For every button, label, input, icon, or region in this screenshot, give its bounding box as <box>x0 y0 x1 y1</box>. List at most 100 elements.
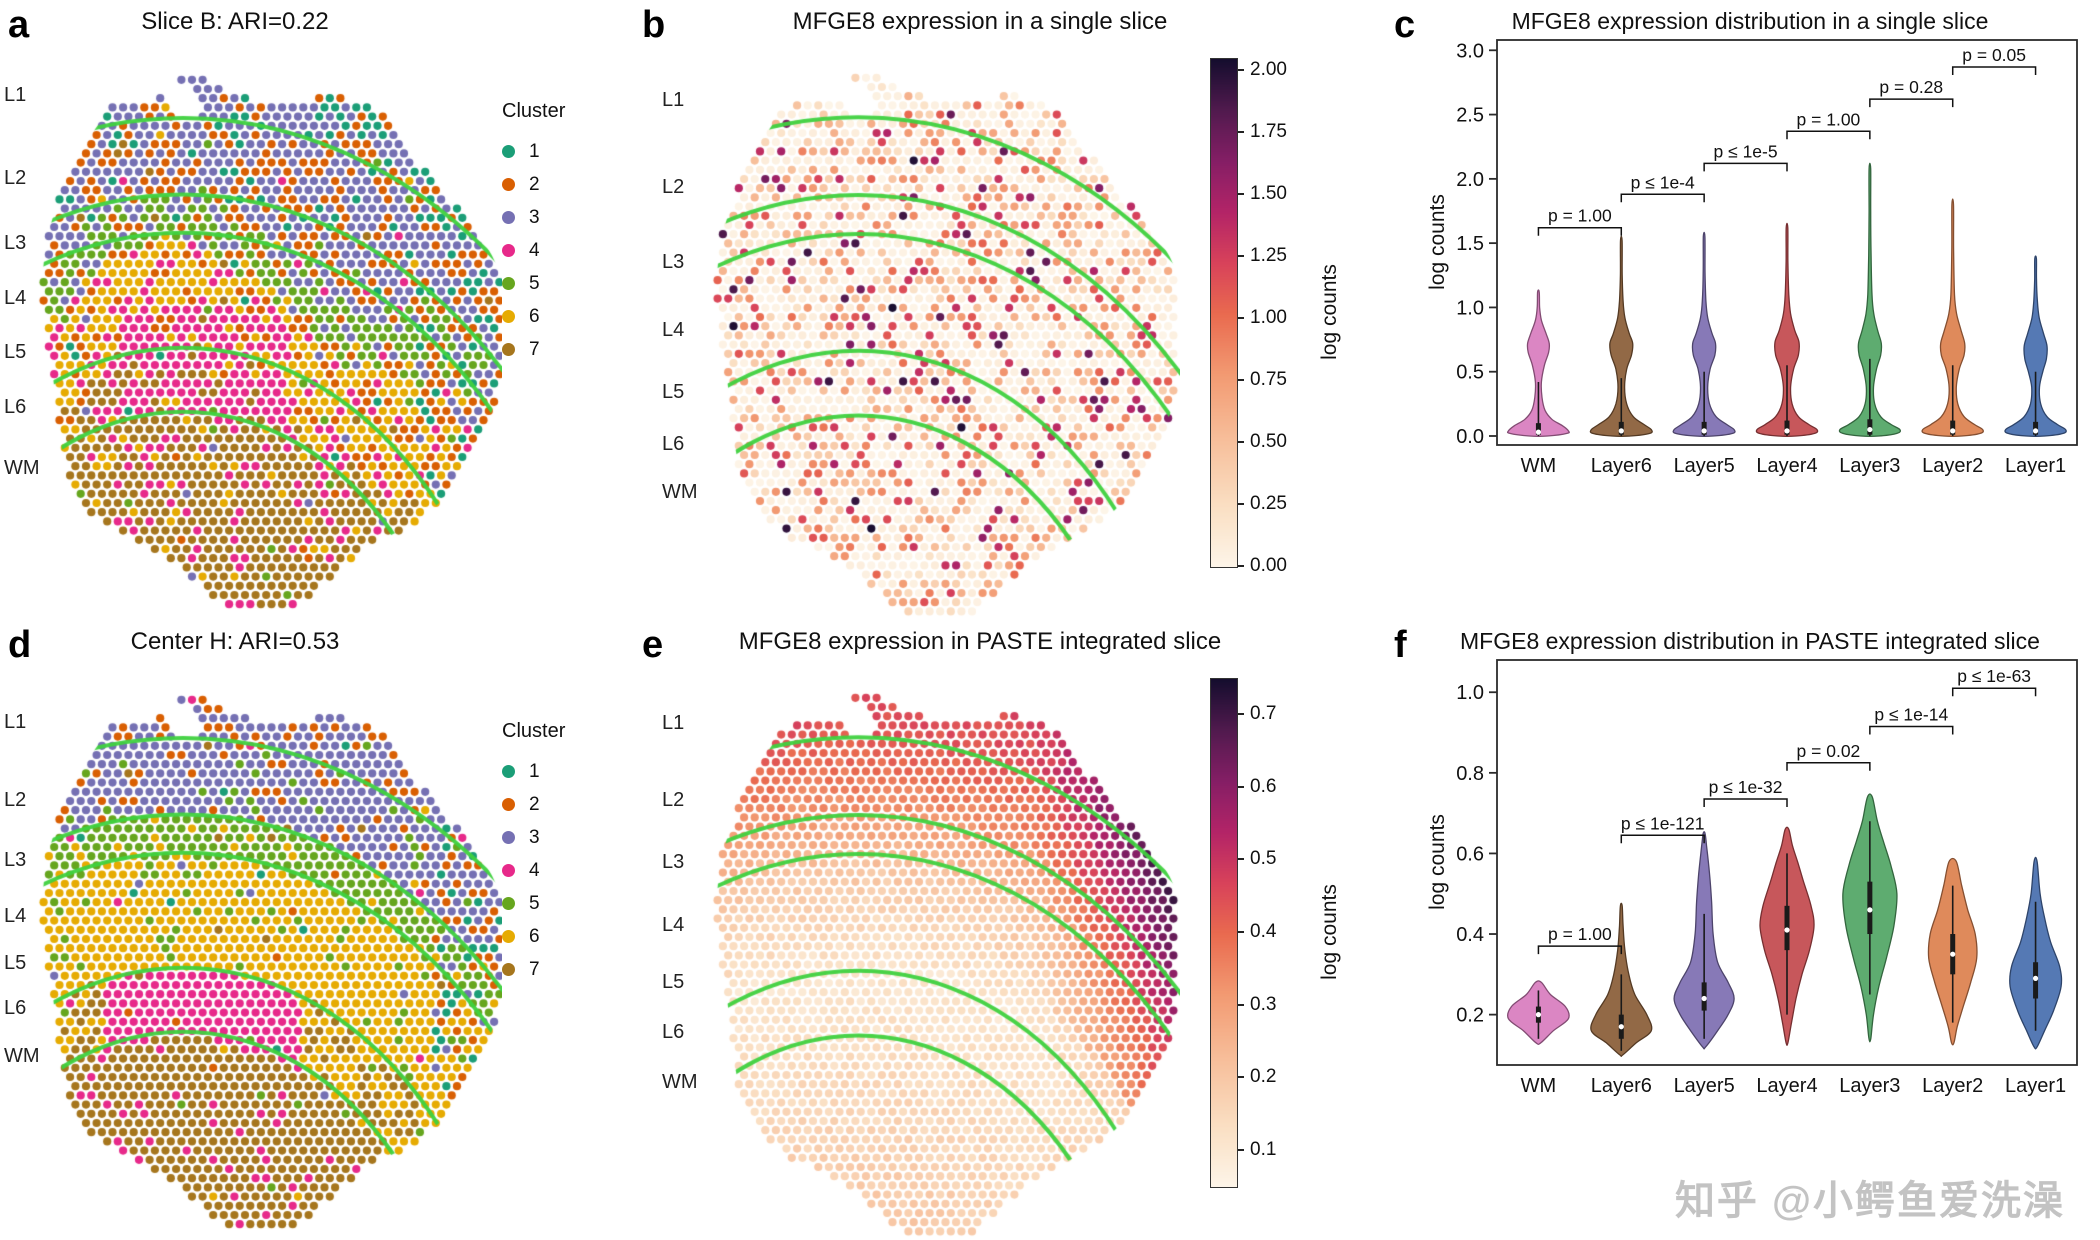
colorbar-tick <box>1238 69 1244 72</box>
panel-d-letter: d <box>8 624 32 666</box>
panel-c: c MFGE8 expression distribution in a sin… <box>1390 0 2100 620</box>
x-category-label: Layer2 <box>1922 1075 1983 1097</box>
layer-label-l1: L1 <box>4 83 27 106</box>
colorbar-tick <box>1238 1148 1244 1151</box>
x-category-label: Layer1 <box>2005 455 2066 477</box>
pvalue-label: p ≤ 1e-32 <box>1709 777 1783 797</box>
colorbar-tick-label: 0.75 <box>1250 369 1287 391</box>
colorbar-tick <box>1238 858 1244 861</box>
cluster-dot-icon <box>502 211 515 224</box>
colorbar-gradient-e <box>1210 678 1238 1188</box>
pvalue-bracket <box>1951 66 2037 75</box>
colorbar-tick-label: 0.1 <box>1250 1138 1277 1160</box>
panel-b-letter: b <box>642 4 666 46</box>
cluster-legend-entry-2: 2 <box>502 168 607 201</box>
cluster-legend-entry-2: 2 <box>502 788 607 821</box>
violin-Layer3 <box>1838 162 1901 437</box>
cluster-label: 4 <box>529 239 540 261</box>
colorbar-label-e: log counts <box>1318 884 1341 980</box>
pvalue-label: p = 0.05 <box>1962 45 2026 65</box>
median-dot-Layer6 <box>1618 428 1624 434</box>
colorbar-tick-label: 2.00 <box>1250 59 1287 81</box>
colorbar-e: log counts 0.7 0.6 0.5 0.4 0.3 0.2 0.1 <box>1210 678 1410 1188</box>
cluster-label: 3 <box>529 206 540 228</box>
colorbar-tick-label: 1.75 <box>1250 121 1287 143</box>
colorbar-tick-label: 0.2 <box>1250 1066 1277 1088</box>
layer-label-l2: L2 <box>662 789 685 812</box>
layer-label-l6: L6 <box>4 395 27 418</box>
cluster-legend-entry-5: 5 <box>502 887 607 920</box>
spatial-expression-plot-e <box>700 654 1180 1239</box>
cluster-legend-entry-7: 7 <box>502 333 607 366</box>
panel-c-title: MFGE8 expression distribution in a singl… <box>1511 8 1989 34</box>
cluster-label: 2 <box>529 173 540 195</box>
x-category-label: WM <box>1521 1075 1557 1097</box>
colorbar-tick <box>1238 1076 1244 1079</box>
layer-label-l1: L1 <box>662 712 685 735</box>
pvalue-bracket <box>1951 687 2037 697</box>
layer-label-l2: L2 <box>4 166 27 189</box>
colorbar-tick-label: 0.3 <box>1250 993 1277 1015</box>
panel-b-title: MFGE8 expression in a single slice <box>792 8 1168 35</box>
cluster-legend-title: Cluster <box>502 720 566 742</box>
median-dot-Layer3 <box>1867 426 1873 433</box>
y-tick-label: 2.5 <box>1456 105 1484 127</box>
cluster-legend-entry-7: 7 <box>502 953 607 986</box>
layer-label-l4: L4 <box>4 904 27 927</box>
pvalue-label: p ≤ 1e-63 <box>1957 666 2031 686</box>
median-dot-Layer5 <box>1701 428 1707 434</box>
spatial-cluster-plot-a <box>26 36 502 612</box>
y-tick-label: 1.5 <box>1456 233 1484 255</box>
median-dot-Layer6 <box>1618 1024 1624 1030</box>
cluster-dot-icon <box>502 178 515 191</box>
panel-e-title: MFGE8 expression in PASTE integrated sli… <box>738 628 1222 655</box>
pvalue-label: p = 0.02 <box>1797 741 1861 761</box>
colorbar-tick-label: 0.5 <box>1250 848 1277 870</box>
panel-b: b MFGE8 expression in a single slice L1 L… <box>612 0 1390 620</box>
cluster-label: 7 <box>529 338 540 360</box>
cluster-dot-icon <box>502 145 515 158</box>
y-tick-label: 0.8 <box>1456 763 1484 785</box>
cluster-dot-icon <box>502 277 515 290</box>
layer-label-l2: L2 <box>4 789 27 811</box>
panel-f-title: MFGE8 expression distribution in PASTE i… <box>1460 628 2040 654</box>
cluster-legend-entry-1: 1 <box>502 755 607 788</box>
median-dot-Layer1 <box>2032 428 2039 434</box>
pvalue-label: p ≤ 1e-14 <box>1874 704 1948 724</box>
median-dot-Layer4 <box>1784 927 1790 933</box>
layer-label-l4: L4 <box>662 913 685 936</box>
layer-label-l3: L3 <box>662 251 685 274</box>
median-dot-Layer2 <box>1950 428 1956 434</box>
cluster-dot-icon <box>502 930 515 943</box>
cluster-label: 1 <box>529 760 540 782</box>
layer-label-wm: WM <box>662 1071 698 1094</box>
cluster-legend-d: Cluster 1 2 3 4 5 6 7 <box>502 720 607 986</box>
colorbar-tick-label: 0.4 <box>1250 921 1277 942</box>
pvalue-label: p = 1.00 <box>1797 109 1861 129</box>
panel-e-letter: e <box>642 624 664 666</box>
colorbar-b: log counts 2.00 1.75 1.50 1.25 1.00 0.75 0.50 0… <box>1210 58 1410 576</box>
y-tick-label: 0.0 <box>1456 426 1484 448</box>
colorbar-tick <box>1238 379 1244 382</box>
cluster-label: 2 <box>529 793 540 815</box>
colorbar-tick <box>1238 131 1244 134</box>
cluster-legend-entry-4: 4 <box>502 854 607 887</box>
median-dot-Layer2 <box>1950 951 1956 957</box>
y-tick-label: 0.2 <box>1456 1005 1484 1027</box>
pvalue-bracket <box>1786 762 1871 771</box>
median-dot-Layer3 <box>1867 907 1873 913</box>
layer-label-wm: WM <box>662 481 698 504</box>
pvalue-bracket <box>1869 725 1954 735</box>
plot-border <box>1496 659 2078 1066</box>
box-Layer2 <box>1950 420 1956 435</box>
pvalue-bracket <box>1703 162 1788 172</box>
cluster-label: 5 <box>529 892 540 914</box>
box-Layer4 <box>1784 420 1790 435</box>
median-dot-WM <box>1535 429 1542 435</box>
colorbar-tick <box>1238 441 1244 444</box>
cluster-legend-entry-6: 6 <box>502 300 607 333</box>
violin-WM <box>1506 289 1570 437</box>
pvalue-bracket <box>1620 193 1705 203</box>
cluster-legend-entry-3: 3 <box>502 201 607 234</box>
